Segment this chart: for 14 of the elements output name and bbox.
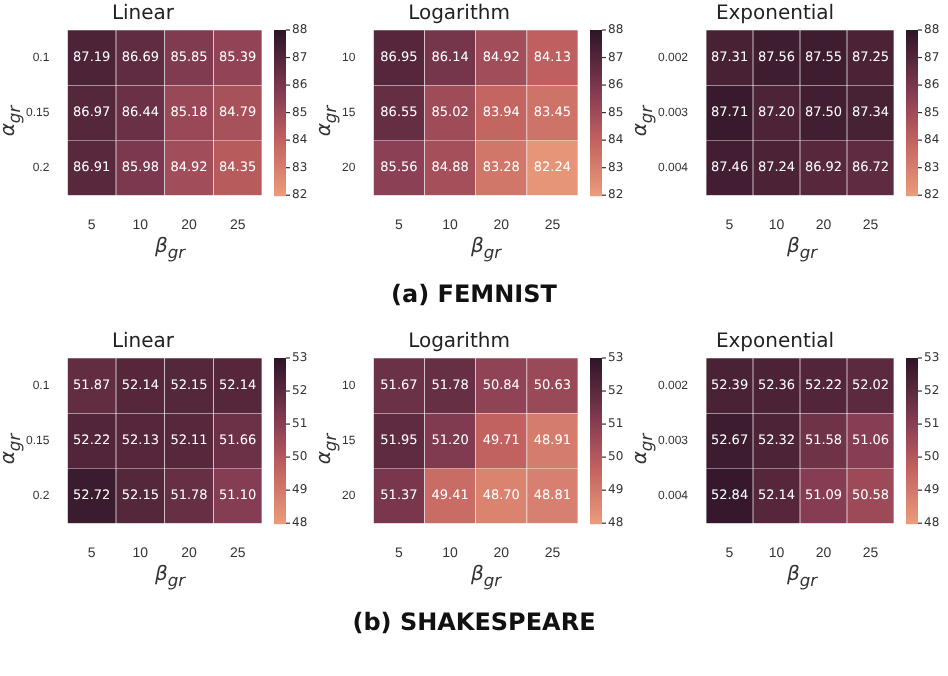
- x-axis-title: β$_{gr}$: [152, 564, 188, 590]
- chart-title: Exponential: [715, 331, 835, 354]
- chart-title: Linear: [111, 3, 176, 26]
- x-axis-title: β$_{gr}$: [152, 236, 188, 262]
- chart-title: Linear: [111, 331, 176, 354]
- x-axis-title: β$_{gr}$: [784, 236, 820, 262]
- chart-title: Logarithm: [408, 331, 510, 354]
- chart-title: Exponential: [715, 3, 835, 26]
- x-axis-title: β$_{gr}$: [468, 564, 504, 590]
- text: (b) SHAKESPEARE: [350, 608, 598, 636]
- chart-title: Logarithm: [408, 3, 510, 26]
- text: (a) FEMNIST: [389, 280, 559, 308]
- x-axis-title: β$_{gr}$: [468, 236, 504, 262]
- x-axis-title: β$_{gr}$: [784, 564, 820, 590]
